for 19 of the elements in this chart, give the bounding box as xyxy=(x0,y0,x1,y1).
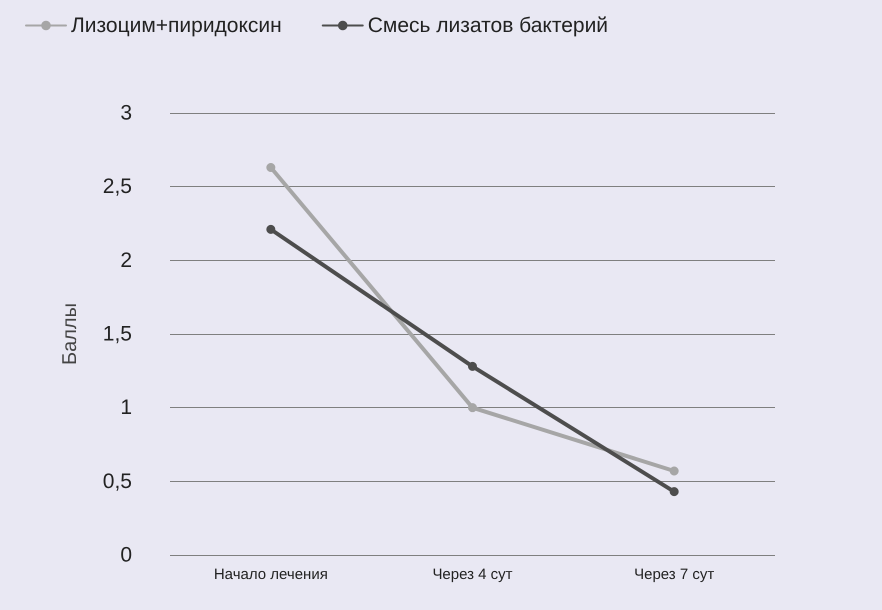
point xyxy=(266,224,276,234)
y-axis-title: Баллы xyxy=(59,303,81,365)
y-tick-label: 3 xyxy=(120,102,132,124)
y-tick-label: 2 xyxy=(120,248,132,272)
point xyxy=(670,466,679,476)
point xyxy=(670,487,679,496)
x-tick-label: Начало лечения xyxy=(214,566,328,583)
legend-label: Лизоцим+пиридоксин xyxy=(71,14,282,37)
point xyxy=(266,163,276,172)
point xyxy=(468,362,477,371)
legend-label: Смесь лизатов бактерий xyxy=(368,14,608,37)
x-tick-label: Через 4 сут xyxy=(432,566,513,583)
x-tick-label: Через 7 сут xyxy=(634,566,714,583)
y-tick-label: 2,5 xyxy=(102,175,132,198)
y-tick-label: 1,5 xyxy=(102,322,132,346)
y-tick-label: 0,5 xyxy=(102,470,132,493)
point xyxy=(468,403,477,412)
y-tick-label: 1 xyxy=(120,396,132,420)
y-tick-label: 0 xyxy=(120,544,132,566)
